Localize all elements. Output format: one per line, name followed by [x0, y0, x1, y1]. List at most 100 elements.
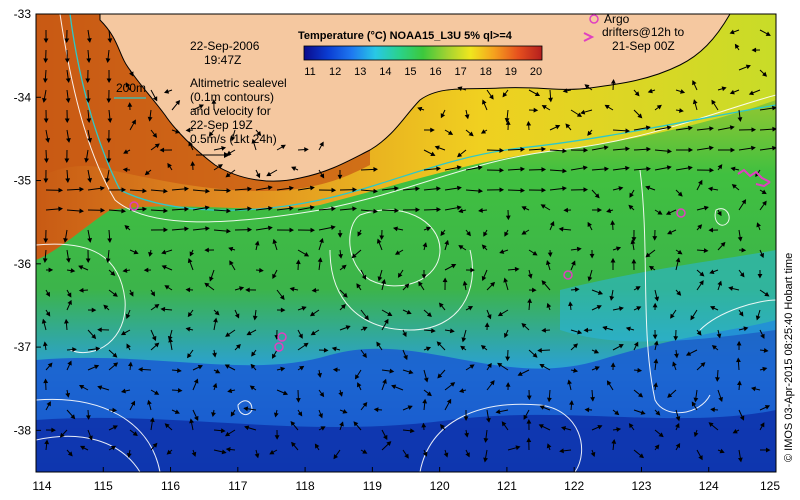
velocity-arrowhead	[760, 422, 765, 428]
velocity-arrowhead	[430, 151, 436, 156]
drifter-track	[737, 168, 771, 183]
temperature-colorbar	[303, 45, 543, 61]
velocity-arrowhead	[676, 290, 682, 296]
velocity-arrowhead	[289, 206, 294, 211]
velocity-arrowhead	[425, 346, 432, 352]
latitude-tick-label: -34	[14, 90, 32, 104]
velocity-arrowhead	[164, 89, 170, 94]
argo-legend-label: Argo	[604, 12, 630, 26]
colorbar-tick-label: 11	[304, 66, 315, 78]
velocity-arrowhead	[565, 123, 571, 129]
velocity-arrowhead	[665, 210, 672, 215]
velocity-arrowhead	[221, 146, 227, 151]
velocity-arrowhead	[191, 451, 197, 457]
velocity-arrowhead	[697, 224, 703, 230]
velocity-arrowhead	[430, 127, 435, 133]
velocity-arrowhead	[107, 38, 113, 43]
velocity-arrowhead	[614, 410, 620, 416]
velocity-arrowhead	[138, 367, 143, 372]
velocity-arrowhead	[188, 141, 193, 147]
velocity-arrowhead	[352, 206, 357, 212]
velocity-arrowhead	[70, 414, 76, 420]
velocity-arrowhead	[63, 237, 69, 243]
velocity-arrowhead	[110, 270, 116, 276]
velocity-arrowhead	[693, 432, 699, 438]
velocity-arrowhead	[625, 326, 631, 332]
longitude-tick-label: 122	[564, 479, 584, 493]
velocity-arrowhead	[43, 158, 49, 164]
velocity-arrowhead	[582, 165, 588, 171]
velocity-arrowhead	[91, 334, 97, 340]
velocity-arrowhead	[142, 188, 148, 194]
velocity-arrowhead	[426, 391, 432, 397]
velocity-arrowhead	[571, 260, 576, 266]
velocity-arrowhead	[319, 237, 324, 244]
velocity-arrowhead	[338, 253, 343, 259]
velocity-arrowhead	[451, 264, 457, 269]
velocity-arrowhead	[721, 86, 727, 92]
velocity-arrowhead	[700, 362, 706, 368]
velocity-arrowhead	[279, 294, 285, 300]
velocity-arrowhead	[67, 360, 72, 366]
velocity-arrowhead	[631, 237, 637, 242]
velocity-arrowhead	[45, 137, 50, 143]
velocity-arrowhead	[309, 185, 315, 191]
velocity-arrowhead	[737, 457, 743, 463]
velocity-arrowhead	[537, 347, 542, 353]
velocity-arrowhead	[42, 341, 48, 347]
drifter-legend-line-2: 21-Sep 00Z	[612, 39, 675, 53]
velocity-arrowhead	[590, 451, 596, 458]
velocity-arrowhead	[751, 47, 757, 53]
velocity-arrowhead	[610, 362, 616, 367]
velocity-arrowhead	[483, 438, 489, 443]
argo-float	[129, 201, 139, 211]
velocity-arrowhead	[44, 439, 50, 445]
velocity-arrowhead	[43, 178, 49, 184]
velocity-arrowhead	[106, 78, 112, 84]
velocity-arrowhead	[499, 187, 505, 193]
velocity-arrowhead	[65, 178, 71, 184]
velocity-arrowhead	[86, 58, 92, 64]
velocity-arrowhead	[762, 200, 767, 206]
velocity-arrowhead	[189, 251, 195, 257]
velocity-arrowhead	[422, 242, 428, 248]
velocity-arrowhead	[699, 280, 704, 286]
velocity-arrowhead	[282, 390, 289, 396]
velocity-arrowhead	[756, 222, 761, 228]
velocity-arrowhead	[174, 409, 180, 414]
colorbar-tick-label: 20	[530, 66, 542, 78]
velocity-arrowhead	[569, 400, 574, 405]
velocity-scale-arrowhead	[224, 152, 230, 158]
velocity-arrowhead	[319, 141, 324, 147]
drifter-track	[755, 181, 771, 188]
australia-landmass	[99, 14, 731, 182]
velocity-arrowhead	[527, 273, 533, 279]
velocity-arrowhead	[250, 363, 256, 369]
velocity-arrowhead	[548, 97, 553, 103]
velocity-arrowhead	[652, 302, 658, 308]
velocity-arrowhead	[301, 306, 307, 311]
velocity-arrowhead	[190, 161, 196, 166]
velocity-arrowhead	[667, 148, 672, 154]
velocity-arrowhead	[755, 315, 761, 321]
latitude-tick-label: -37	[14, 340, 32, 354]
velocity-arrowhead	[645, 125, 651, 131]
velocity-arrowhead	[604, 166, 610, 172]
velocity-arrowhead	[128, 361, 133, 367]
velocity-arrowhead	[185, 127, 191, 133]
velocity-arrowhead	[330, 225, 336, 230]
velocity-arrowhead	[376, 341, 381, 347]
velocity-arrowhead	[97, 385, 103, 390]
velocity-arrowhead	[43, 58, 49, 64]
velocity-arrowhead	[421, 274, 427, 279]
velocity-arrowhead	[637, 367, 643, 373]
velocity-arrowhead	[184, 206, 190, 212]
velocity-arrowhead	[105, 177, 110, 183]
velocity-arrowhead	[67, 451, 73, 457]
argo-float	[274, 342, 284, 352]
velocity-arrowhead	[354, 374, 360, 380]
velocity-arrowhead	[65, 98, 71, 103]
velocity-arrowhead	[499, 249, 505, 254]
velocity-arrowhead	[78, 287, 84, 293]
altimetry-line-1: Altimetric sealevel	[190, 76, 287, 90]
